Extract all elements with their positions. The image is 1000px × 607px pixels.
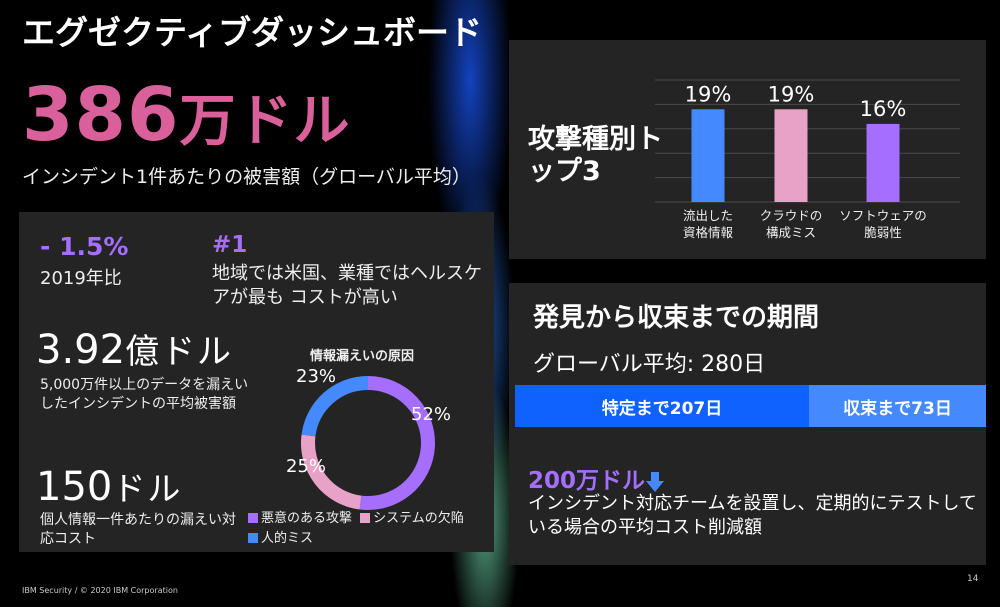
breach-cause-donut: [301, 376, 435, 510]
bar-value-label-1: 19%: [768, 82, 815, 106]
legend-swatch: [360, 513, 371, 523]
identify-segment: 特定まで207日: [515, 385, 809, 427]
bar-value-label-0: 19%: [685, 82, 732, 106]
page-title: エグゼクティブダッシュボード: [22, 13, 483, 52]
legend-item-human: 人的ミス: [248, 531, 313, 546]
arrow-down-icon: [646, 471, 665, 492]
per-record-value: 150ドル: [36, 464, 183, 510]
page-number: 14: [967, 574, 979, 584]
legend-swatch: [248, 533, 258, 543]
bar-2: [866, 123, 900, 202]
donut-title: 情報漏えいの原因: [310, 349, 415, 364]
left-stats-panel: [19, 212, 494, 552]
bar-category-label-2: 脆弱性: [864, 225, 902, 240]
mega-breach-caption: 5,000万件以上のデータを漏えいしたインシデントの平均被害額: [40, 377, 249, 412]
contain-segment: 収束まで73日: [809, 385, 986, 427]
footer-copyright: IBM Security / © 2020 IBM Corporation: [22, 586, 178, 595]
per-record-caption: 個人情報一件あたりの漏えい対応コスト: [40, 512, 236, 547]
donut-label-system: 25%: [286, 456, 327, 477]
saving-value: 200万ドル: [528, 461, 665, 495]
attack-type-panel: [509, 40, 986, 259]
bar-category-label-2: ソフトウェアの: [839, 208, 927, 223]
donut-label-malicious: 52%: [411, 404, 452, 425]
donut-slice-2: [301, 376, 369, 437]
yoy-change-caption: 2019年比: [40, 268, 122, 289]
bar-category-label-0: 資格情報: [683, 225, 734, 240]
headline-caption: インシデント1件あたりの被害額（グローバル平均）: [22, 166, 471, 188]
donut-legend: 悪意のある攻撃 システムの欠陥 人的ミス: [248, 509, 498, 549]
donut-label-human: 23%: [296, 366, 337, 387]
donut-slice-1: [301, 434, 362, 510]
legend-swatch: [248, 513, 258, 523]
bar-category-label-1: 構成ミス: [766, 225, 816, 240]
headline-value: 386万ドル: [22, 72, 351, 158]
rank-value: #1: [212, 232, 248, 258]
attack-title: 攻撃種別トップ3: [528, 124, 663, 187]
saving-caption: インシデント対応チームを設置し、定期的にテストしている場合の平均コスト削減額: [528, 493, 977, 538]
legend-item-malicious: 悪意のある攻撃: [248, 511, 352, 526]
bar-category-label-1: クラウドの: [760, 208, 823, 223]
yoy-change-value: - 1.5%: [40, 232, 129, 261]
detection-title: 発見から収束までの期間: [533, 303, 820, 333]
bar-category-label-0: 流出した: [683, 208, 733, 223]
donut-slice-0: [359, 376, 435, 510]
mega-breach-value: 3.92億ドル: [36, 327, 234, 373]
legend-item-system: システムの欠陥: [360, 511, 464, 526]
bar-1: [774, 109, 808, 202]
rank-caption: 地域では米国、業種ではヘルスケアが最も コストが高い: [212, 263, 482, 308]
detection-average: グローバル平均: 280日: [533, 352, 766, 377]
bar-value-label-2: 16%: [860, 97, 907, 121]
bar-0: [691, 109, 725, 202]
